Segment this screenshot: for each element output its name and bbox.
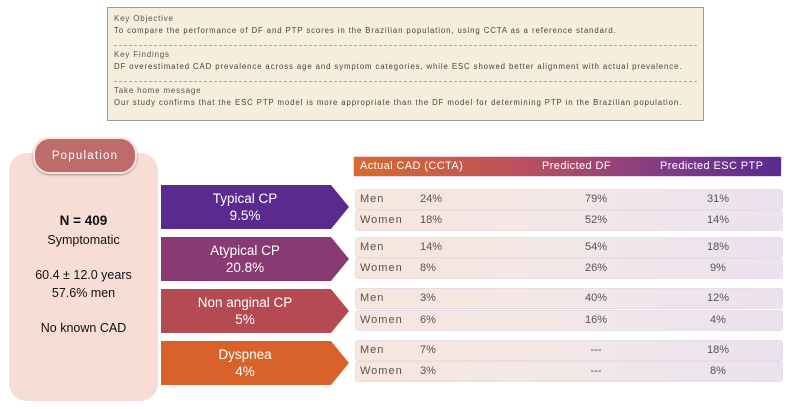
- category-label: Atypical CP 20.8%: [161, 242, 329, 276]
- sex-cell: Men: [360, 344, 385, 356]
- actual-cad-cell: 24%: [420, 193, 443, 205]
- column-header-bar: Actual CAD (CCTA) Predicted DF Predicted…: [353, 156, 782, 177]
- arrow-shape: [161, 185, 349, 229]
- arrow-shape: [161, 289, 349, 333]
- predicted-esc-cell: 9%: [710, 262, 726, 274]
- category-arrow-atypical-cp: Atypical CP 20.8%: [161, 237, 349, 281]
- actual-cad-cell: 3%: [420, 292, 436, 304]
- category-name: Non anginal CP: [197, 295, 293, 310]
- divider: [114, 45, 697, 46]
- predicted-df-cell: ---: [590, 344, 602, 356]
- predicted-df-cell: 52%: [584, 214, 608, 226]
- table-row: Men 24% 79% 31%: [356, 190, 782, 209]
- category-name: Atypical CP: [210, 243, 280, 258]
- key-findings-section: Key Findings DF overestimated CAD preval…: [114, 50, 697, 71]
- category-name: Dyspnea: [218, 347, 272, 362]
- category-percent: 20.8%: [225, 260, 265, 275]
- table-row: Women 18% 52% 14%: [356, 211, 782, 230]
- actual-cad-cell: 18%: [420, 214, 443, 226]
- key-findings-heading: Key Findings: [114, 50, 170, 59]
- arrow-shape: [161, 341, 349, 385]
- category-arrow-dyspnea: Dyspnea 4%: [161, 341, 349, 385]
- column-header-actual: Actual CAD (CCTA): [360, 160, 464, 172]
- table-row: Women 6% 16% 4%: [356, 311, 782, 330]
- table-row: Men 3% 40% 12%: [356, 289, 782, 308]
- predicted-esc-cell: 4%: [710, 314, 726, 326]
- sex-cell: Women: [360, 314, 403, 326]
- predicted-esc-cell: 12%: [706, 292, 730, 304]
- category-label: Dyspnea 4%: [161, 346, 329, 380]
- population-age: 60.4 ± 12.0 years: [35, 268, 132, 282]
- category-percent: 9.5%: [229, 208, 261, 223]
- predicted-df-cell: 40%: [584, 292, 608, 304]
- predicted-esc-cell: 14%: [706, 214, 730, 226]
- population-men: 57.6% men: [51, 286, 116, 300]
- sex-cell: Men: [360, 193, 385, 205]
- predicted-df-cell: 26%: [584, 262, 608, 274]
- divider: [114, 81, 697, 82]
- population-symptomatic: Symptomatic: [47, 233, 120, 247]
- sex-cell: Men: [360, 292, 385, 304]
- column-header-predicted-df: Predicted DF: [542, 160, 611, 172]
- sex-cell: Women: [360, 262, 403, 274]
- predicted-esc-cell: 18%: [706, 241, 730, 253]
- predicted-df-cell: 54%: [584, 241, 608, 253]
- category-name: Typical CP: [212, 191, 278, 206]
- key-objective-heading: Key Objective: [114, 14, 174, 23]
- actual-cad-cell: 8%: [420, 262, 436, 274]
- population-n: N = 409: [59, 213, 108, 228]
- table-row: Men 7% --- 18%: [356, 341, 782, 360]
- sex-cell: Women: [360, 214, 403, 226]
- key-objective-section: Key Objective To compare the performance…: [114, 14, 697, 35]
- table-row: Women 3% --- 8%: [356, 362, 782, 381]
- predicted-df-cell: 79%: [584, 193, 608, 205]
- population-panel: [9, 153, 158, 401]
- key-objective-text: To compare the performance of DF and PTP…: [114, 26, 617, 35]
- actual-cad-cell: 7%: [420, 344, 436, 356]
- take-home-heading: Take home message: [114, 86, 202, 95]
- table-row: Men 14% 54% 18%: [356, 238, 782, 257]
- sex-cell: Men: [360, 241, 385, 253]
- table-row: Women 8% 26% 9%: [356, 259, 782, 278]
- sex-cell: Women: [360, 365, 403, 377]
- category-arrow-non-anginal-cp: Non anginal CP 5%: [161, 289, 349, 333]
- key-findings-text: DF overestimated CAD prevalence across a…: [114, 62, 683, 71]
- population-label: Population: [33, 137, 137, 174]
- arrow-shape: [161, 237, 349, 281]
- take-home-text: Our study confirms that the ESC PTP mode…: [114, 98, 683, 107]
- predicted-df-cell: ---: [590, 365, 602, 377]
- predicted-df-cell: 16%: [584, 314, 608, 326]
- category-label: Non anginal CP 5%: [161, 294, 329, 328]
- predicted-esc-cell: 18%: [706, 344, 730, 356]
- actual-cad-cell: 14%: [420, 241, 443, 253]
- category-percent: 4%: [235, 364, 255, 379]
- actual-cad-cell: 6%: [420, 314, 436, 326]
- predicted-esc-cell: 8%: [710, 365, 726, 377]
- actual-cad-cell: 3%: [420, 365, 436, 377]
- take-home-section: Take home message Our study confirms tha…: [114, 86, 697, 107]
- category-label: Typical CP 9.5%: [161, 190, 329, 224]
- column-header-predicted-esc: Predicted ESC PTP: [660, 160, 764, 172]
- predicted-esc-cell: 31%: [706, 193, 730, 205]
- key-summary-box: Key Objective To compare the performance…: [107, 7, 704, 121]
- category-percent: 5%: [235, 312, 255, 327]
- category-arrow-typical-cp: Typical CP 9.5%: [161, 185, 349, 229]
- population-cad-status: No known CAD: [40, 321, 127, 335]
